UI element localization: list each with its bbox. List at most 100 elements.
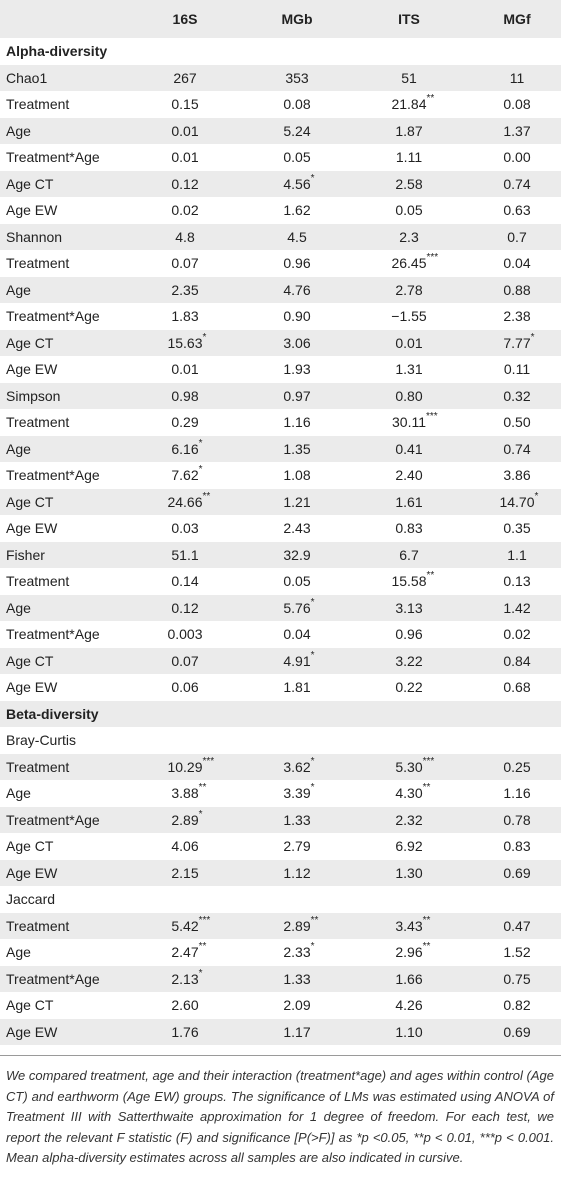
table-row: Age 2.47 ** 2.33 * 2.96 ** 1.52 — [0, 939, 561, 966]
significance-marker: ** — [422, 941, 431, 952]
cell-value: 2.47 ** — [171, 941, 206, 960]
cell-number: 7.77 — [503, 334, 531, 351]
table-cell: 2.13 * — [130, 966, 240, 993]
table-cell: 30.11 *** — [354, 409, 464, 436]
cell-number: 10.29 — [167, 758, 203, 775]
table-cell: 2.33 * — [242, 939, 352, 966]
table-row: Age CT 0.12 4.56 * 2.58 0.74 — [0, 170, 561, 198]
cell-number: 0.003 — [167, 626, 203, 642]
cell-value: 2.33 * — [283, 941, 314, 960]
cell-value: 1.52 — [503, 944, 530, 960]
cell-value: 0.96 — [395, 626, 422, 642]
cell-value: 2.09 — [283, 997, 310, 1013]
cell-number: 1.35 — [283, 440, 311, 457]
table-row: Age EW 0.06 1.81 0.22 0.68 — [0, 674, 561, 701]
cell-value: 2.89 ** — [283, 915, 318, 934]
cell-value: 0.50 — [503, 414, 530, 430]
significance-marker: * — [198, 464, 203, 475]
cell-value: 3.06 — [283, 335, 310, 351]
cell-number: 3.62 — [283, 758, 311, 775]
cell-number: 1.17 — [283, 1023, 311, 1040]
cell-number: 3.88 — [171, 785, 199, 801]
table-cell: 2.35 — [130, 277, 240, 304]
table-cell: 0.69 — [467, 1019, 561, 1046]
table-cell: 0.50 — [467, 409, 561, 436]
cell-number: 0.63 — [503, 202, 531, 218]
row-label: Age CT — [6, 838, 54, 854]
cell-number: 0.15 — [171, 96, 199, 112]
row-label: Chao1 — [6, 69, 48, 86]
row-label: Treatment*Age — [6, 308, 100, 324]
cell-number: 0.90 — [283, 308, 311, 324]
table-row: Treatment*Age 0.01 0.05 1.11 0.00 — [0, 144, 561, 171]
table-row: Age EW 2.15 1.12 1.30 0.69 — [0, 859, 561, 887]
cell-value: 1.66 — [395, 971, 422, 987]
cell-value: 0.97 — [283, 388, 310, 404]
table-cell: 0.08 — [467, 91, 561, 118]
cell-number: 0.96 — [283, 255, 311, 271]
table-cell: 0.05 — [354, 197, 464, 224]
table-cell: 7.77 * — [467, 330, 561, 357]
cell-value: 0.12 — [171, 600, 198, 616]
cell-value: 0.11 — [504, 361, 530, 377]
cell-number: 0.08 — [503, 96, 531, 112]
cell-number: 0.02 — [503, 626, 531, 642]
cell-number: 0.12 — [171, 175, 199, 192]
cell-number: 4.8 — [175, 228, 195, 245]
cell-value: 1.42 — [503, 600, 530, 616]
table-cell: 2.58 — [354, 171, 464, 198]
table-cell: 0.003 — [130, 621, 240, 648]
cell-number: 6.7 — [399, 546, 419, 563]
cell-value: 0.29 — [171, 414, 198, 430]
cell-value: 6.92 — [395, 838, 422, 854]
cell-number: 0.13 — [503, 573, 531, 589]
table-cell: 0.01 — [130, 144, 240, 171]
table-cell: 0.84 — [467, 648, 561, 675]
table-cell: 4.76 — [242, 277, 352, 304]
table-cell: 0.07 — [130, 648, 240, 675]
cell-number: 0.84 — [503, 652, 531, 669]
cell-number: 2.40 — [395, 467, 423, 483]
table-row: Treatment*Age 1.83 0.90 −1.55 2.38 — [0, 303, 561, 330]
cell-number: 3.06 — [283, 334, 311, 351]
cell-value: 0.80 — [395, 388, 422, 404]
row-label: Bray-Curtis — [6, 732, 77, 748]
table-cell: 1.30 — [354, 860, 464, 887]
cell-number: 267 — [173, 69, 197, 86]
cell-number: 0.68 — [503, 679, 531, 695]
cell-value: 1.11 — [396, 149, 422, 165]
cell-value: 1.1 — [507, 547, 526, 563]
cell-number: 2.79 — [283, 838, 311, 854]
cell-value: 0.25 — [503, 759, 530, 775]
cell-number: 0.29 — [171, 414, 199, 430]
cell-number: 1.93 — [283, 361, 311, 377]
column-header: 16S — [172, 11, 198, 27]
significance-marker: * — [310, 755, 315, 767]
table-footnote: We compared treatment, age and their int… — [6, 1068, 554, 1165]
table-cell: 6.16 * — [130, 436, 240, 463]
cell-number: 32.9 — [283, 546, 311, 563]
table-row: Age EW 0.03 2.43 0.83 0.35 — [0, 515, 561, 542]
cell-value: 0.06 — [171, 679, 198, 695]
row-label: Treatment — [6, 758, 70, 775]
column-header: ITS — [398, 11, 420, 27]
cell-value: 1.16 — [283, 414, 310, 430]
table-cell: 1.42 — [467, 595, 561, 622]
cell-value: 30.11 *** — [392, 411, 438, 430]
table-cell: 6.92 — [354, 833, 464, 860]
table-cell: 0.82 — [467, 992, 561, 1019]
table-cell: 1.83 — [130, 303, 240, 330]
cell-value: 2.79 — [283, 838, 310, 854]
row-label: Age — [6, 944, 31, 960]
cell-value: 1.37 — [503, 123, 530, 139]
table-cell: 2.3 — [354, 224, 464, 251]
cell-number: 26.45 — [391, 255, 427, 271]
cell-value: 0.90 — [283, 308, 310, 324]
cell-number: 0.01 — [171, 122, 199, 139]
cell-number: 1.1 — [507, 546, 527, 563]
cell-value: 2.89 * — [171, 809, 202, 828]
cell-value: 3.22 — [395, 653, 422, 669]
cell-value: 0.69 — [503, 865, 530, 881]
row-label: Fisher — [6, 546, 45, 563]
table-cell: 1.35 — [242, 436, 352, 463]
